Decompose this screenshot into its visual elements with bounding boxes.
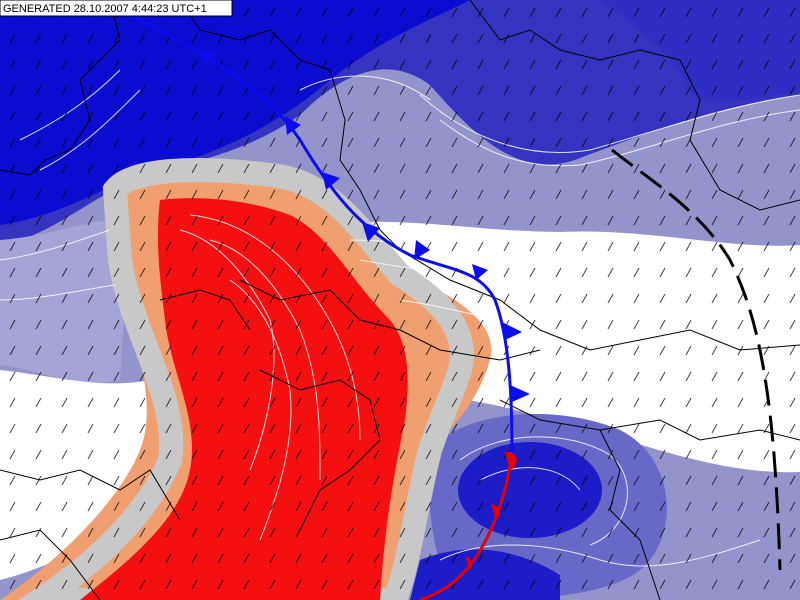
generated-stamp: GENERATED 28.10.2007 4:44:23 UTC+1 bbox=[3, 3, 207, 15]
trough-line bbox=[611, 148, 782, 571]
cold-front bbox=[99, 0, 530, 456]
stamp-box bbox=[0, 0, 233, 17]
warm-front bbox=[419, 451, 517, 600]
